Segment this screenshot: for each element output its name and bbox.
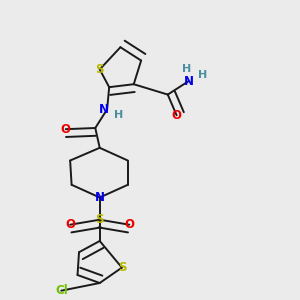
Text: O: O	[172, 109, 182, 122]
Text: S: S	[118, 261, 126, 274]
Text: O: O	[124, 218, 134, 231]
Text: S: S	[95, 63, 104, 76]
Text: O: O	[61, 123, 71, 136]
Text: H: H	[182, 64, 192, 74]
Text: S: S	[95, 213, 104, 226]
Text: N: N	[184, 75, 194, 88]
Text: Cl: Cl	[55, 284, 68, 297]
Text: N: N	[99, 103, 109, 116]
Text: N: N	[95, 191, 105, 204]
Text: H: H	[198, 70, 207, 80]
Text: H: H	[114, 110, 124, 120]
Text: O: O	[65, 218, 75, 231]
